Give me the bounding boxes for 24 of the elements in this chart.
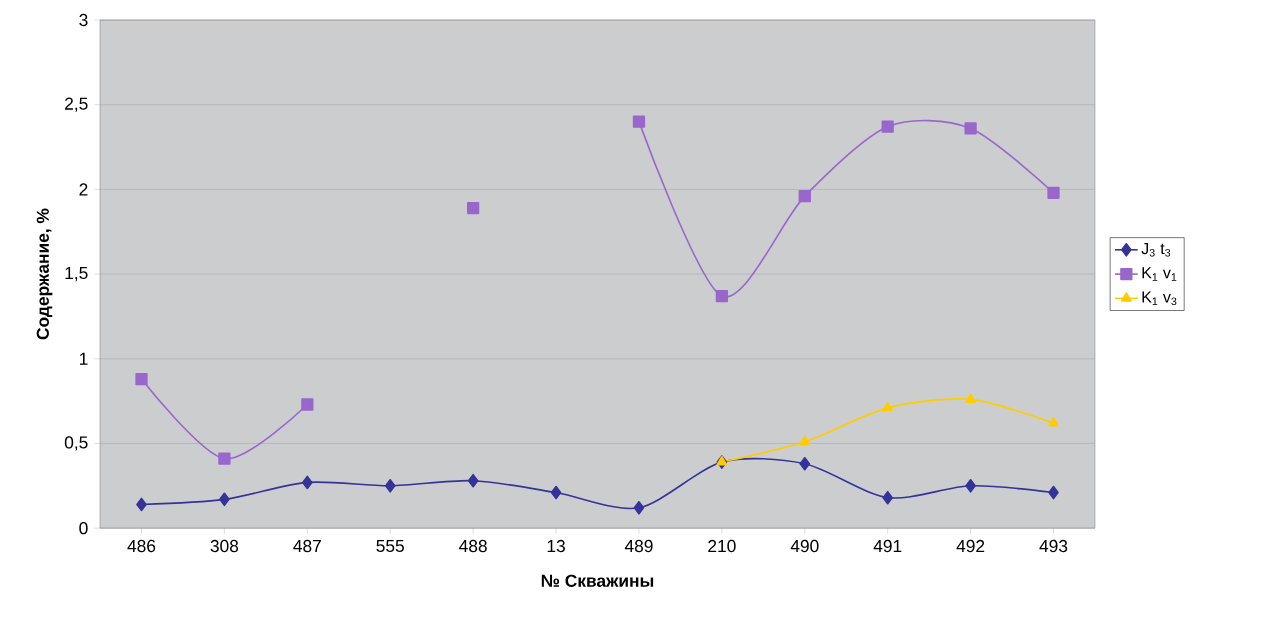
x-tick-label: 490 <box>790 539 819 553</box>
y-tick-label: 0,5 <box>64 436 88 451</box>
x-tick-label: 488 <box>459 539 487 553</box>
x-tick-label: 555 <box>376 539 404 553</box>
x-tick-label: 491 <box>873 539 902 553</box>
legend-label: K$_{1}$ v$_{1}$ <box>1142 267 1177 281</box>
x-tick-label: 210 <box>708 539 736 553</box>
y-axis-title: Содержание, % <box>36 208 53 340</box>
y-tick-label: 2 <box>79 183 88 196</box>
y-tick-label: 2,5 <box>65 97 88 112</box>
x-axis-title: № Скважины <box>541 574 654 587</box>
legend-label: J$_{3}$ t$_{3}$ <box>1141 243 1171 257</box>
y-tick-label: 0 <box>79 522 88 535</box>
x-tick-label: 492 <box>956 539 985 553</box>
x-tick-label: 13 <box>547 539 565 553</box>
y-tick-label: 1,5 <box>65 267 88 282</box>
legend-label: K$_{1}$ v$_{3}$ <box>1142 291 1177 306</box>
x-tick-label: 308 <box>210 539 239 553</box>
x-tick-label: 489 <box>624 539 653 553</box>
x-tick-label: 486 <box>127 539 156 553</box>
x-tick-label: 487 <box>293 539 321 553</box>
y-tick-label: 1 <box>79 352 88 365</box>
y-tick-label: 3 <box>79 13 88 27</box>
x-tick-label: 493 <box>1039 539 1068 553</box>
